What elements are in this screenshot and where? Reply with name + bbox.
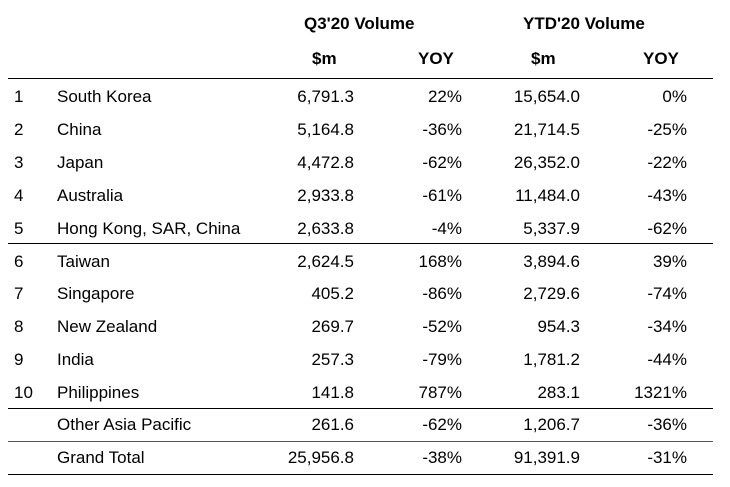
cell-ytd-yoy: -36% [647,415,687,434]
table-row: 6 Taiwan 2,624.5 168% 3,894.6 39% [0,246,730,278]
cell-rank: 3 [14,153,24,172]
cell-q3-m: 25,956.8 [287,448,354,467]
table-row: 1 South Korea 6,791.3 22% 15,654.0 0% [0,81,730,113]
cell-q3-m: 261.6 [311,415,354,434]
header-q3-m: $m [312,49,337,68]
table-row: 4 Australia 2,933.8 -61% 11,484.0 -43% [0,180,730,212]
cell-ytd-yoy: 39% [652,252,687,271]
cell-q3-yoy: -62% [422,415,462,434]
cell-country: Taiwan [57,252,110,271]
cell-q3-m: 141.8 [311,383,354,402]
cell-ytd-yoy: -25% [647,120,687,139]
cell-ytd-yoy: -22% [647,153,687,172]
cell-ytd-m: 3,894.6 [523,252,580,271]
header-ytd-m: $m [531,49,556,68]
header-ytd-group: YTD'20 Volume [523,14,645,33]
cell-ytd-yoy: -44% [647,350,687,369]
cell-ytd-m: 1,781.2 [523,350,580,369]
cell-ytd-m: 11,484.0 [515,186,580,205]
cell-q3-yoy: -36% [422,120,462,139]
cell-ytd-m: 2,729.6 [523,284,580,303]
cell-q3-yoy: -38% [422,448,462,467]
cell-rank: 10 [14,383,33,402]
cell-country: New Zealand [57,317,158,336]
cell-rank: 4 [14,186,24,205]
cell-q3-yoy: -62% [422,153,462,172]
table-row: 9 India 257.3 -79% 1,781.2 -44% [0,344,730,376]
cell-q3-yoy: 168% [418,252,462,271]
cell-country: Japan [57,153,104,172]
cell-country: South Korea [57,87,152,106]
cell-country: Hong Kong, SAR, China [57,219,241,238]
cell-ytd-m: 21,714.5 [513,120,580,139]
cell-rank: 6 [14,252,24,271]
cell-ytd-m: 5,337.9 [523,219,580,238]
cell-q3-yoy: -79% [422,350,462,369]
cell-rank: 2 [14,120,24,139]
cell-q3-m: 6,791.3 [297,87,354,106]
cell-ytd-m: 283.1 [537,383,580,402]
cell-ytd-m: 91,391.9 [513,448,580,467]
row-other-asia-pacific: Other Asia Pacific 261.6 -62% 1,206.7 -36% [0,409,730,441]
cell-q3-m: 257.3 [311,350,354,369]
cell-rank: 8 [14,317,24,336]
cell-ytd-yoy: 0% [662,87,687,106]
table-row: 2 China 5,164.8 -36% 21,714.5 -25% [0,114,730,146]
row-grand-total: Grand Total 25,956.8 -38% 91,391.9 -31% [0,442,730,474]
cell-q3-m: 405.2 [311,284,354,303]
cell-q3-yoy: 22% [427,87,462,106]
cell-ytd-yoy: 1321% [634,383,687,402]
cell-ytd-yoy: -43% [647,186,687,205]
cell-country: India [57,350,94,369]
cell-ytd-yoy: -62% [647,219,687,238]
cell-ytd-yoy: -34% [647,317,687,336]
table-row: 8 New Zealand 269.7 -52% 954.3 -34% [0,311,730,343]
cell-q3-yoy: -4% [431,219,462,238]
cell-ytd-yoy: -74% [647,284,687,303]
cell-rank: 9 [14,350,24,369]
other-divider [8,441,713,442]
cell-country: Grand Total [57,448,145,467]
header-divider [8,78,713,79]
cell-q3-m: 2,933.8 [297,186,354,205]
cell-q3-m: 269.7 [311,317,354,336]
bottom-rule [8,474,713,475]
table-row: 7 Singapore 405.2 -86% 2,729.6 -74% [0,278,730,310]
cell-ytd-m: 15,654.0 [513,87,580,106]
cell-q3-yoy: -86% [422,284,462,303]
cell-rank: 1 [14,87,24,106]
header-q3-yoy: YOY [418,49,454,68]
header-ytd-yoy: YOY [643,49,679,68]
cell-q3-m: 4,472.8 [297,153,354,172]
cell-q3-yoy: 787% [418,383,462,402]
cell-country: China [57,120,102,139]
cell-country: Singapore [57,284,135,303]
cell-q3-m: 5,164.8 [297,120,354,139]
table-row: 10 Philippines 141.8 787% 283.1 1321% [0,377,730,409]
cell-country: Other Asia Pacific [57,415,192,434]
header-q3-group: Q3'20 Volume [304,14,415,33]
cell-q3-m: 2,633.8 [297,219,354,238]
table-row: 3 Japan 4,472.8 -62% 26,352.0 -22% [0,147,730,179]
rank-5-divider [8,243,713,244]
cell-country: Australia [57,186,124,205]
table-row: 5 Hong Kong, SAR, China 2,633.8 -4% 5,337.9 -… [0,213,730,245]
cell-q3-yoy: -61% [422,186,462,205]
cell-q3-m: 2,624.5 [297,252,354,271]
cell-ytd-m: 954.3 [537,317,580,336]
cell-rank: 5 [14,219,24,238]
cell-q3-yoy: -52% [422,317,462,336]
top10-divider [8,408,713,409]
cell-rank: 7 [14,284,24,303]
cell-ytd-m: 1,206.7 [523,415,580,434]
cell-country: Philippines [57,383,140,402]
cell-ytd-yoy: -31% [647,448,687,467]
cell-ytd-m: 26,352.0 [513,153,580,172]
